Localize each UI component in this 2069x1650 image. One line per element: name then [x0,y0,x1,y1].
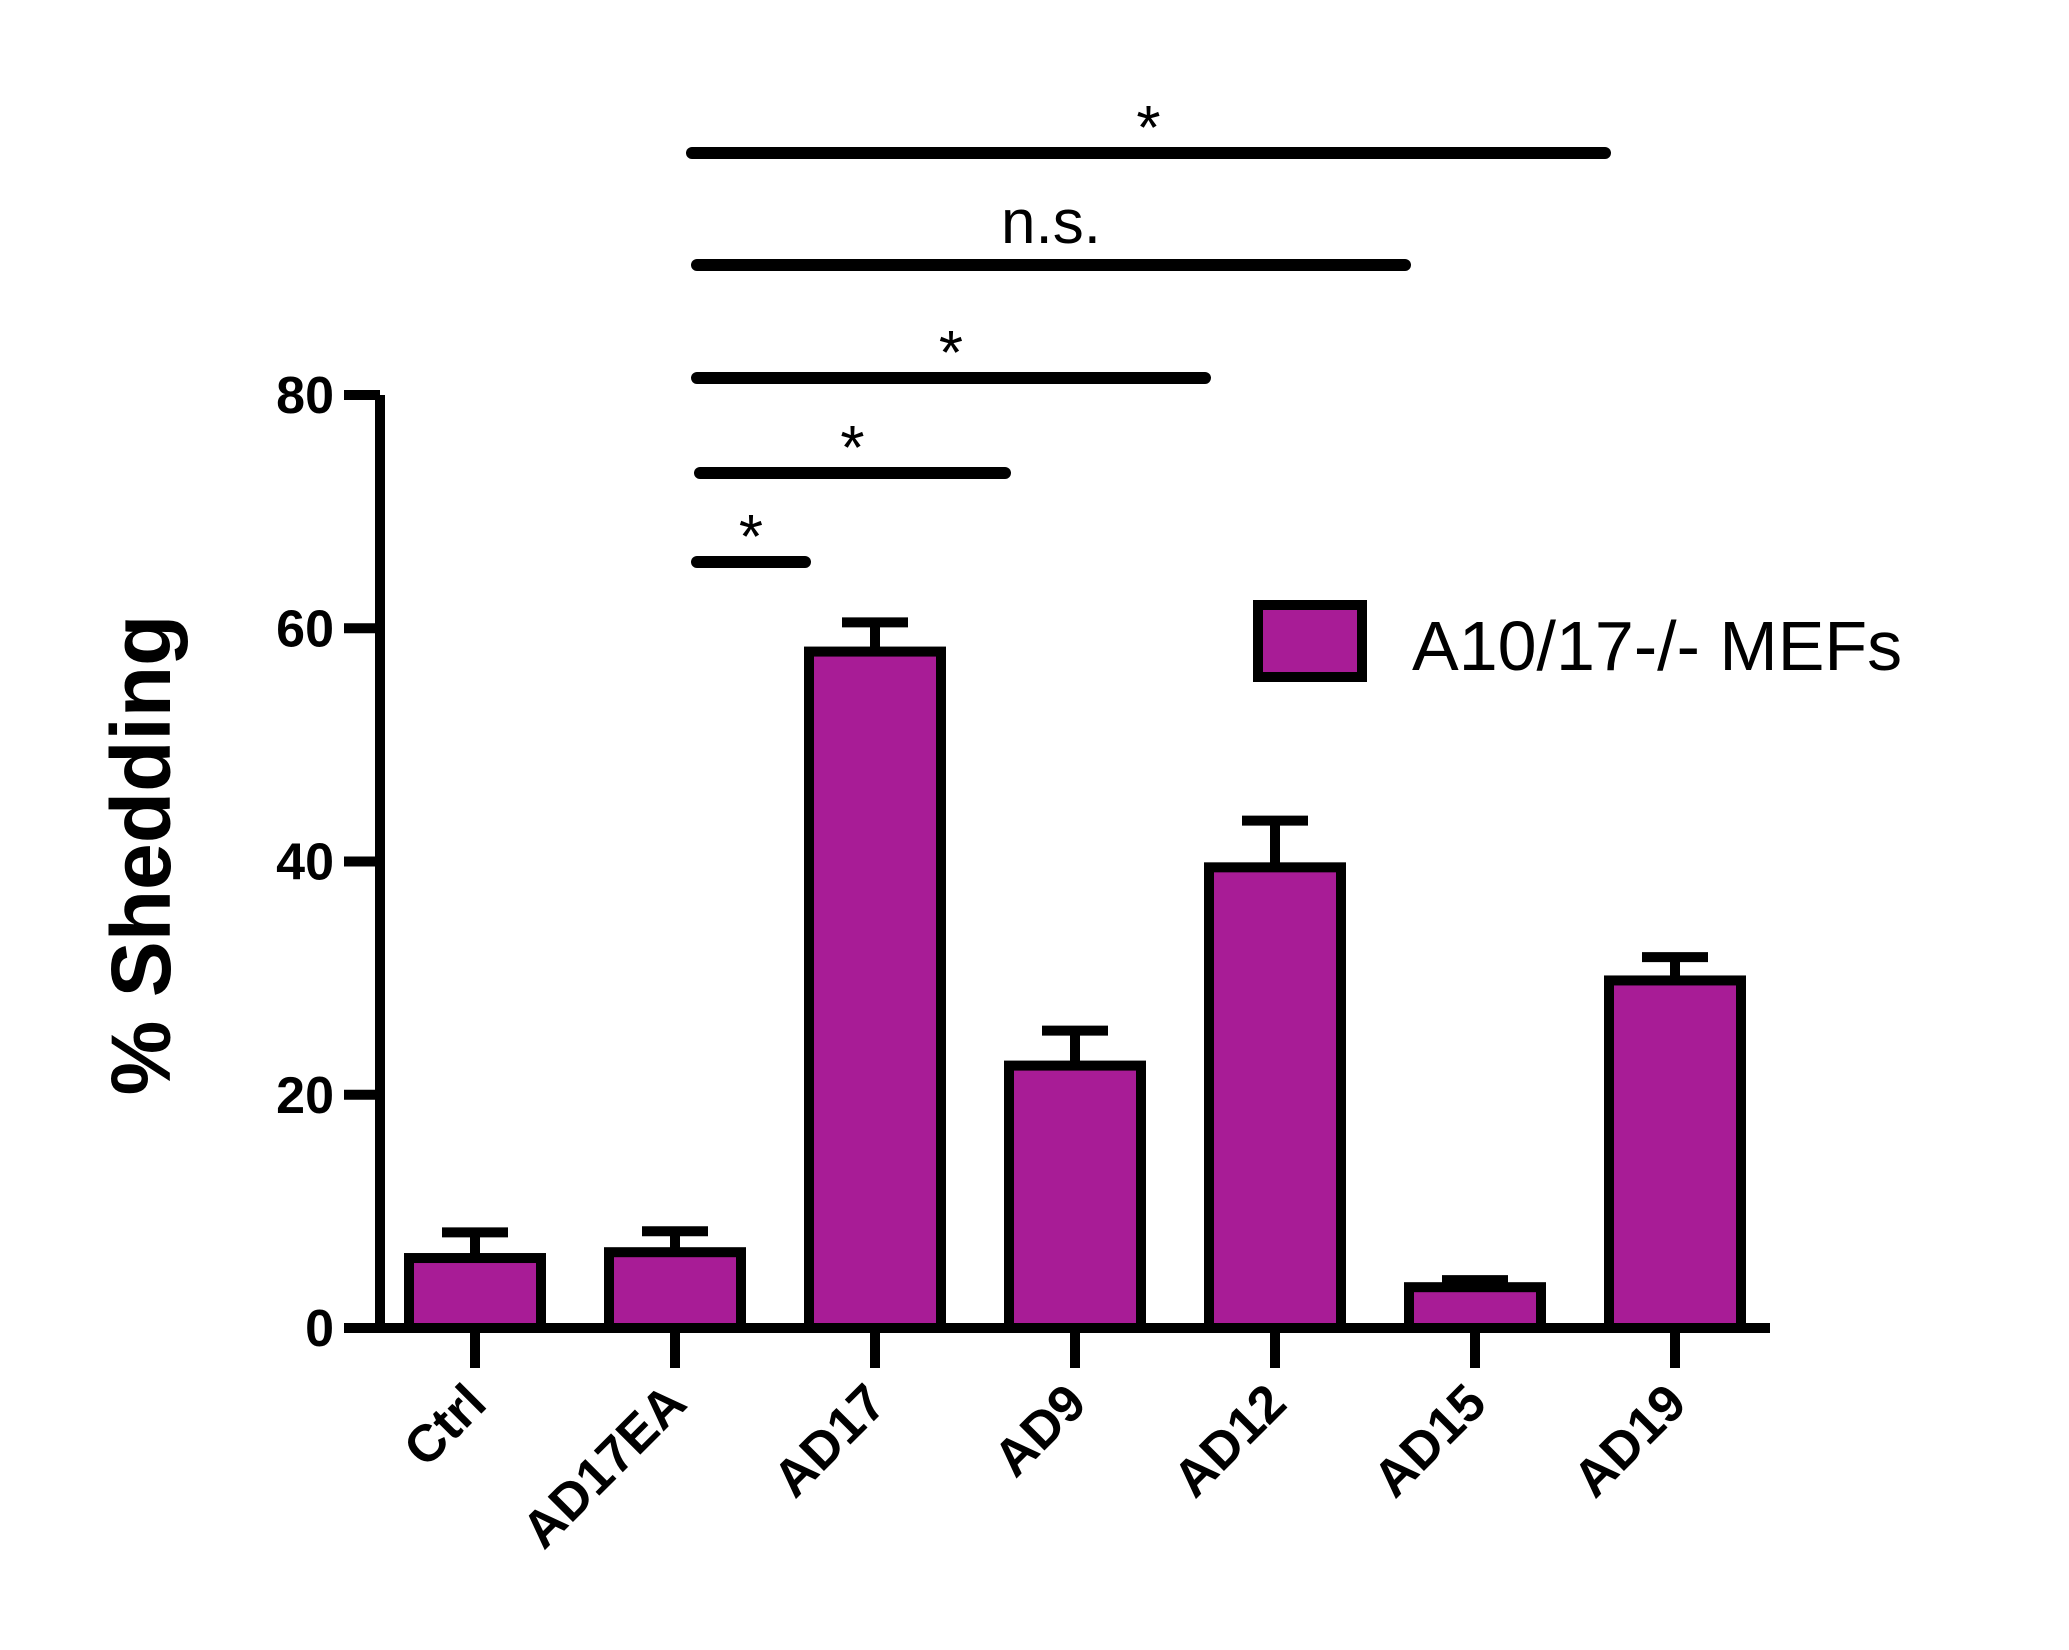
legend-swatch [1253,600,1367,682]
y-tick-label-60: 60 [276,600,334,658]
x-tick-label-ad19: AD19 [1562,1373,1697,1508]
bar-ad17 [804,646,946,1333]
x-tick-label-ad12: AD12 [1162,1373,1297,1508]
significance-label: * [739,503,763,572]
x-tick-label-ad17: AD17 [762,1373,897,1508]
x-tick-label-ad17ea: AD17EA [511,1373,697,1559]
bar-ad19 [1604,975,1746,1334]
x-tick-label-ctrl: Ctrl [393,1373,497,1477]
y-tick-label-40: 40 [276,834,334,892]
significance-label: * [840,414,864,483]
bar-ad17ea [604,1247,746,1333]
x-tick-label-ad9: AD9 [983,1373,1098,1488]
bar-ad9 [1004,1060,1146,1333]
y-axis-label: % Shedding [94,615,188,1096]
significance-label: n.s. [1001,188,1101,257]
legend-label: A10/17-/- MEFs [1412,607,1902,685]
x-tick-label-ad15: AD15 [1362,1373,1497,1508]
significance-label: * [939,319,963,388]
axes-layer: 0 20 40 60 80 Ctrl AD17EA AD17 AD9 AD12 AD15 AD19 [276,367,1770,1560]
bars-layer [404,617,1746,1334]
significance-label: * [1136,94,1160,163]
y-tick-label-20: 20 [276,1067,334,1125]
legend: A10/17-/- MEFs [1253,600,1902,685]
bar-ctrl [404,1253,546,1334]
significance-layer: * * * n.s. * [686,94,1611,572]
bar-ad15 [1404,1282,1546,1334]
y-tick-label-80: 80 [276,367,334,425]
y-tick-label-0: 0 [305,1300,334,1358]
bar-ad12 [1204,862,1346,1333]
